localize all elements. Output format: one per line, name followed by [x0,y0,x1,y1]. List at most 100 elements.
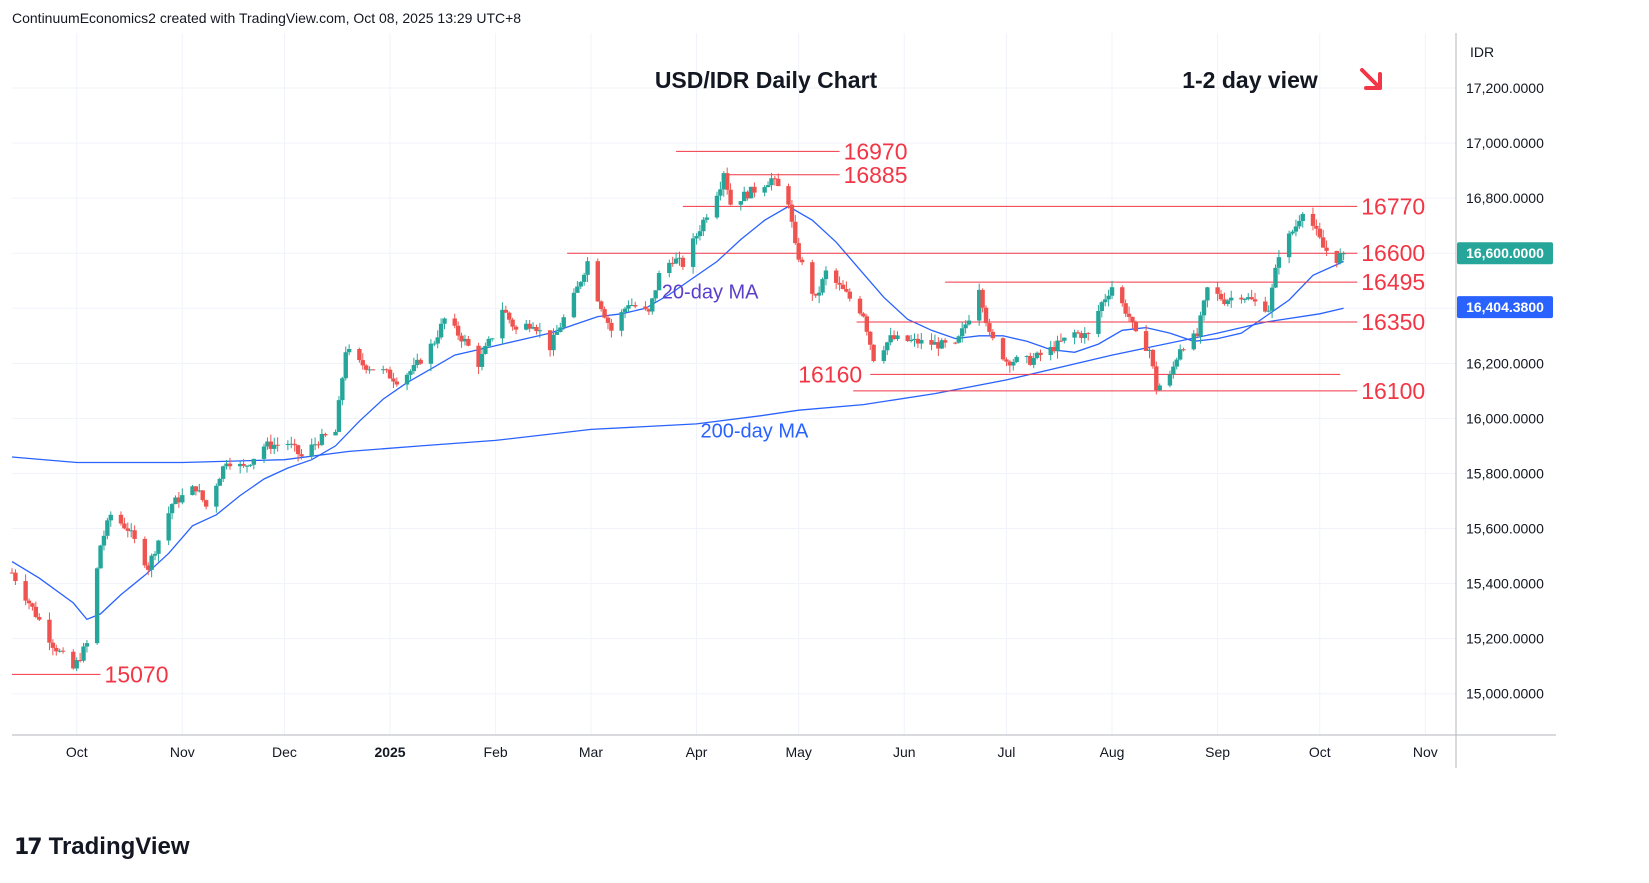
candle-body-45 [224,463,229,467]
level-label-15070: 15070 [105,661,169,687]
candle-body-39 [197,490,202,492]
price-tag-label-0: 16,600.0000 [1466,245,1544,261]
y-tick-label-5: 16,000.0000 [1466,410,1544,426]
candle-body-26 [132,530,137,539]
candle-body-95 [462,338,468,342]
candle-body-50 [248,464,253,466]
candle-body-243 [1171,366,1176,375]
candle-body-189 [912,338,917,340]
candle-body-109 [530,326,536,329]
candle-body-225 [1082,333,1087,339]
candle-body-107 [524,323,529,330]
candle-body-70 [343,352,348,379]
level-label-16770: 16770 [1361,193,1425,219]
x-tick-label-0: Oct [66,744,88,760]
price-tag-bg-1 [1457,296,1553,319]
candle-body-239 [1150,349,1156,367]
y-tick-label-2: 15,400.0000 [1466,576,1544,592]
candle-body-92 [452,318,457,326]
candle-body-241 [1157,385,1162,391]
candle-body-161 [776,178,781,187]
ma200-line [11,307,1344,464]
x-tick-label-7: May [785,744,811,760]
x-tick-label-8: Jun [893,744,916,760]
candle-body-219 [1055,340,1060,352]
candle-body-122 [595,261,600,302]
annotations-layer: USD/IDR Daily Chart 1-2 day view 20-day MA… [655,67,1382,443]
candle-body-194 [936,342,941,349]
candle-body-141 [680,257,686,267]
candle-body-93 [455,325,461,336]
candle-body-91 [442,318,447,324]
candle-body-154 [745,191,750,199]
x-tick-label-11: Sep [1205,744,1230,760]
candle-body-170 [820,279,825,293]
candle-body-192 [929,340,934,345]
candle-body-47 [237,463,243,467]
level-label-16495: 16495 [1361,269,1425,295]
candle-body-148 [718,189,723,196]
candle-body-270 [1297,221,1302,227]
candle-body-1 [13,572,18,582]
candle-body-160 [772,178,778,180]
candle-body-251 [1205,287,1210,301]
candle-body-180 [868,331,873,345]
candle-body-0 [9,572,15,574]
level-label-16160: 16160 [798,361,862,387]
candle-body-46 [227,463,233,467]
candle-body-240 [1154,366,1159,391]
candle-body-62 [309,444,314,457]
candle-body-187 [905,335,910,342]
candle-body-185 [891,335,897,340]
candle-body-162 [786,186,791,205]
candle-body-207 [1000,338,1006,360]
axes-layer: IDR 15,000.0000 15,200.0000 15,400.0000 15,6… [12,33,1556,768]
x-tick-label-13: Nov [1413,744,1438,760]
candle-body-213 [1028,355,1033,365]
candle-body-206 [990,331,996,339]
candle-body-276 [1324,247,1329,251]
candle-body-68 [336,400,342,432]
candle-body-202 [977,289,982,321]
candle-body-82 [404,374,410,385]
candle-body-9 [54,647,59,652]
candle-body-121 [585,261,590,275]
candle-body-20 [105,520,110,536]
candle-body-169 [816,292,822,296]
candle-body-249 [1198,315,1203,337]
x-tick-label-4: Feb [484,744,508,760]
candle-body-246 [1181,349,1186,351]
candle-body-80 [391,378,396,382]
candle-body-10 [57,650,62,652]
candle-body-140 [677,257,682,259]
candle-body-168 [813,293,818,296]
candle-body-73 [360,360,365,366]
candle-body-144 [697,231,703,237]
candle-body-130 [629,305,635,307]
candle-body-220 [1058,340,1064,342]
candle-body-16 [84,643,90,647]
candle-body-236 [1133,321,1139,332]
candle-body-87 [428,343,434,364]
candle-body-184 [888,335,893,343]
candle-body-183 [885,342,890,351]
candles-layer [9,167,1346,672]
candle-body-97 [476,345,481,367]
candle-body-128 [622,308,628,313]
candle-body-11 [60,650,66,652]
y-tick-label-0: 15,000.0000 [1466,686,1544,702]
candle-body-267 [1286,233,1292,258]
candle-body-186 [895,335,900,340]
candle-body-129 [626,305,631,309]
candle-body-115 [558,327,563,332]
y-tick-label-1: 15,200.0000 [1466,631,1544,647]
candle-body-110 [534,326,539,332]
candle-body-179 [864,316,870,332]
y-tick-label-11: 17,200.0000 [1466,80,1544,96]
tradingview-logo[interactable]: 17 TradingView [14,832,190,862]
candle-body-74 [363,365,369,370]
candle-body-165 [796,243,801,260]
candle-body-136 [656,273,662,291]
